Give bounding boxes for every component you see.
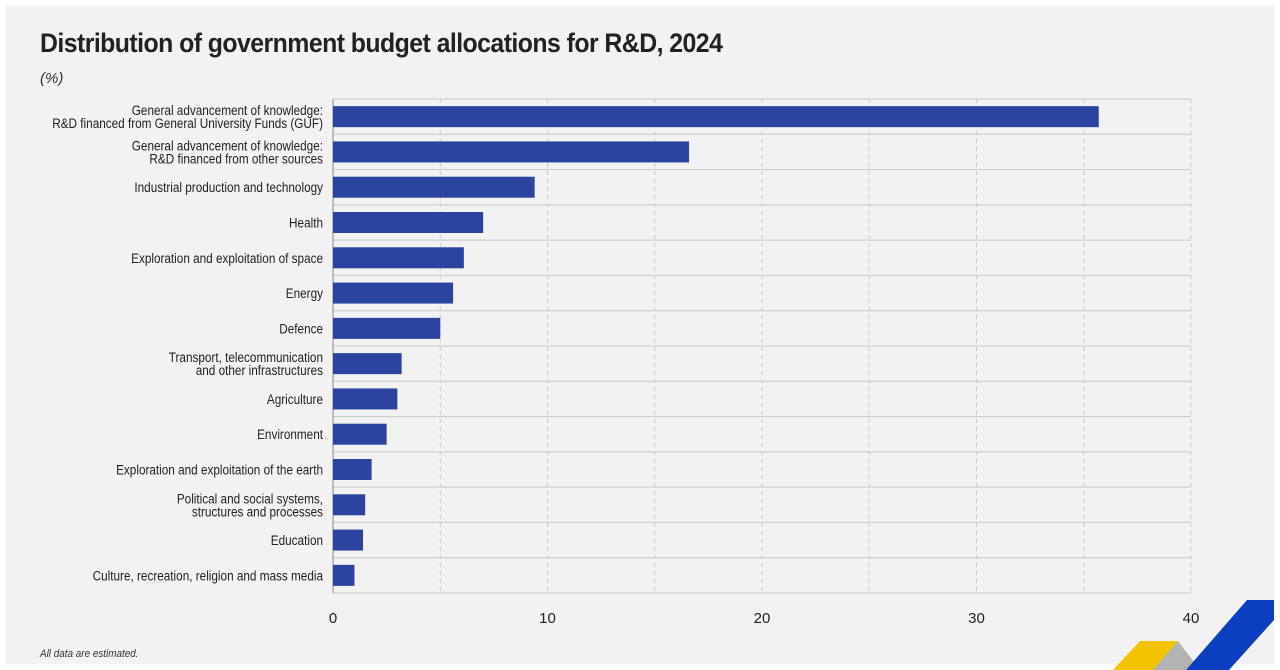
footnote: All data are estimated.: [40, 648, 139, 660]
bar: [333, 564, 355, 586]
bar: [333, 388, 398, 410]
category-labels: General advancement of knowledge: R&D fin…: [52, 102, 323, 583]
bar: [333, 459, 372, 480]
category-label: Transport, telecommunication and other in…: [169, 349, 323, 378]
category-label: Industrial production and technology: [134, 179, 323, 195]
x-tick-label: 10: [539, 610, 556, 627]
category-label: Exploration and exploitation of space: [131, 250, 323, 266]
category-label: General advancement of knowledge: R&D fin…: [132, 137, 323, 166]
category-label: Environment: [257, 426, 323, 442]
category-label: Education: [271, 532, 323, 548]
bar: [333, 247, 464, 269]
category-label: General advancement of knowledge: R&D fin…: [52, 102, 323, 131]
x-tick-label: 20: [754, 610, 771, 627]
x-axis-ticks: 0 10 20 30 40: [329, 610, 1200, 627]
category-label: Health: [289, 215, 323, 231]
bar: [333, 529, 364, 551]
grid-layer: [332, 98, 1192, 594]
bar: [333, 494, 366, 516]
bar: [333, 353, 402, 375]
category-label: Energy: [286, 285, 324, 301]
category-label: Culture, recreation, religion and mass m…: [93, 567, 324, 583]
bar: [333, 141, 690, 163]
x-tick-label: 30: [968, 610, 985, 627]
bar: [333, 423, 387, 445]
chart-title: Distribution of government budget alloca…: [40, 28, 723, 58]
bar: [333, 176, 535, 198]
category-label: Political and social systems, structures …: [177, 490, 323, 519]
chart-unit: (%): [40, 70, 64, 87]
x-tick-label: 40: [1183, 610, 1200, 627]
bar: [333, 317, 441, 339]
bar: [333, 212, 484, 233]
category-label: Defence: [279, 320, 323, 336]
category-label: Agriculture: [267, 391, 323, 407]
x-tick-label: 0: [329, 610, 337, 627]
bar: [333, 282, 454, 304]
bars-layer: [333, 106, 1099, 586]
category-label: Exploration and exploitation of the eart…: [116, 462, 323, 478]
bar: [333, 106, 1099, 128]
